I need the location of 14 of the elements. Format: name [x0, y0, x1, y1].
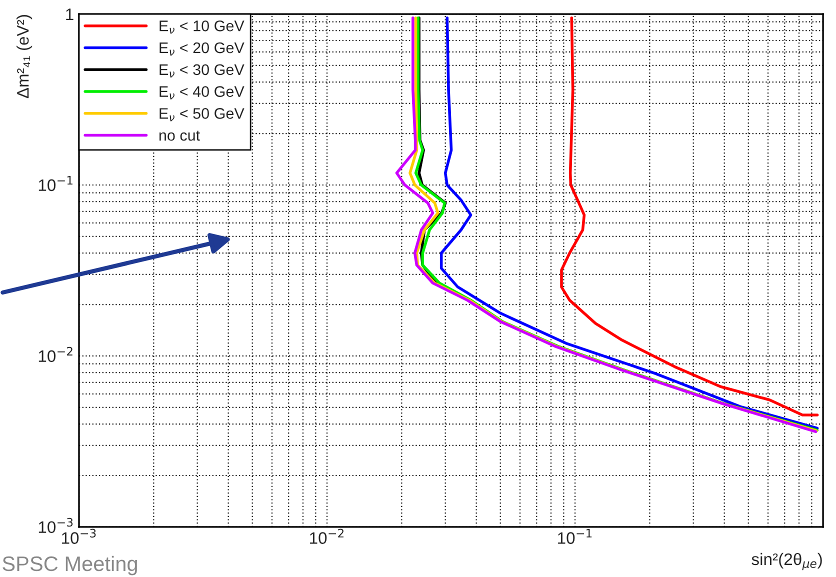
y-tick-label: 1 — [66, 8, 74, 20]
x-tick-label: 10$^{−2}$ — [310, 528, 344, 544]
legend-label: E$_{ν}$ < 30 GeV — [160, 64, 244, 78]
y-tick-label: 10$^{−1}$ — [38, 176, 72, 192]
y-tick-label: 10$^{−2}$ — [38, 346, 72, 362]
legend-label: E$_{ν}$ < 50 GeV — [160, 108, 244, 122]
legend-label: E$_{ν}$ < 10 GeV — [160, 20, 244, 34]
x-axis-title: sin²(2θ$_{μe}$) — [752, 552, 822, 570]
legend-label: E$_{ν}$ < 40 GeV — [160, 86, 244, 100]
y-axis-title: Δm²₄₁ (eV²) — [16, 15, 32, 98]
x-tick-label: 10$^{−1}$ — [558, 528, 592, 544]
legend-label: E$_{ν}$ < 20 GeV — [160, 42, 244, 56]
text: SPSC Meeting — [2, 556, 137, 576]
legend-label: no cut — [159, 130, 200, 141]
